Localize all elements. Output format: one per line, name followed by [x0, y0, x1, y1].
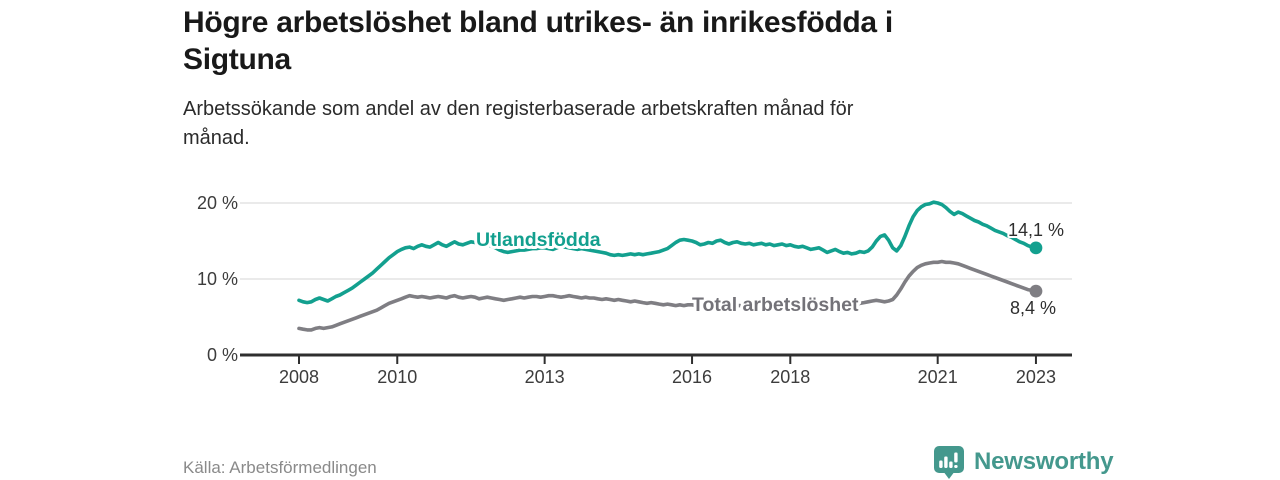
series-line-total-arbetsloshet	[297, 259, 1038, 332]
newsworthy-logo: Newsworthy	[933, 445, 1114, 479]
x-tick-label: 2008	[279, 367, 319, 387]
y-tick-label: 0 %	[207, 345, 238, 365]
y-tick-label: 20 %	[197, 193, 238, 213]
x-tick-label: 2023	[1016, 367, 1056, 387]
series-label-utlandsfodda: Utlandsfödda	[476, 229, 601, 251]
newsworthy-logo-text: Newsworthy	[974, 448, 1114, 475]
series-line-utlandsfodda	[297, 200, 1038, 305]
x-tick-label: 2013	[525, 367, 565, 387]
end-value-utlandsfodda: 14,1 %	[1008, 220, 1064, 240]
end-value-total-arbetsloshet: 8,4 %	[1010, 298, 1056, 318]
end-dot-utlandsfodda	[1029, 241, 1043, 255]
newsworthy-logo-icon	[934, 446, 964, 479]
source-note: Källa: Arbetsförmedlingen	[183, 458, 377, 477]
chart-subtitle: Arbetssökande som andel av den registerb…	[183, 98, 854, 149]
x-tick-label: 2018	[770, 367, 810, 387]
x-tick-label: 2021	[918, 367, 958, 387]
end-dot-total-arbetsloshet	[1029, 284, 1043, 298]
chart-title: Högre arbetslöshet bland utrikes- än inr…	[183, 6, 893, 76]
series-label-total-arbetsloshet: Total arbetslöshet	[692, 294, 859, 316]
x-tick-label: 2016	[672, 367, 712, 387]
line-chart: 2008 2010 2013 2016 2018 2021 2023 0 % 10 % 20 % T…	[197, 193, 1072, 387]
y-tick-label: 10 %	[197, 269, 238, 289]
x-tick-label: 2010	[377, 367, 417, 387]
